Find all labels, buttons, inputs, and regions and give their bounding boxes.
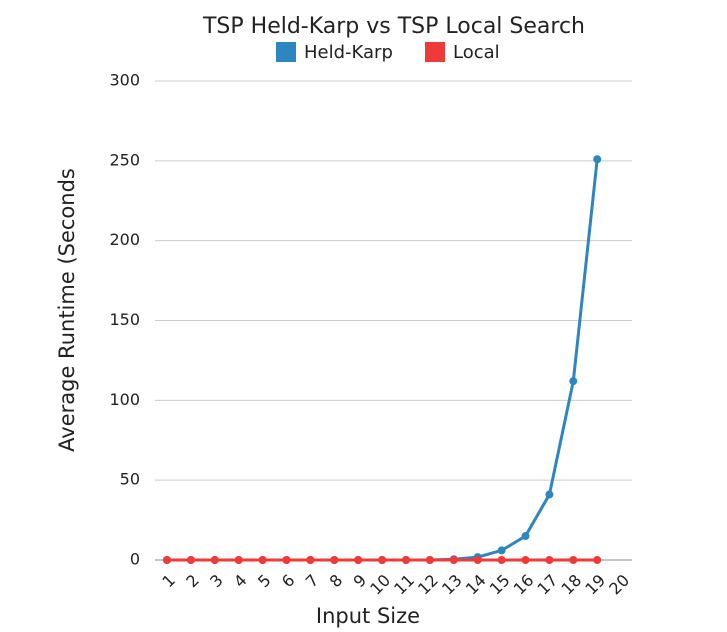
x-tick-label: 9 [350,571,371,592]
x-tick-label: 6 [278,571,299,592]
x-tick-label: 20 [605,571,633,599]
y-tick-label: 150 [109,310,140,329]
data-point [306,556,315,564]
data-point [163,556,171,564]
y-tick-label: 200 [109,230,140,249]
legend-swatch [425,42,445,62]
data-point [569,377,578,386]
x-tick-label: 3 [206,571,227,592]
data-point [569,556,578,564]
data-point [545,490,554,499]
data-point [258,556,267,564]
data-point [497,546,506,555]
data-point [425,556,434,564]
data-point [473,556,482,564]
x-tick-label: 1 [158,571,179,592]
y-tick-label: 250 [109,150,140,169]
x-tick-label: 2 [182,571,203,592]
x-axis-label: Input Size [316,604,420,628]
data-point [593,556,602,564]
data-point [521,556,530,564]
legend-label: Held-Karp [304,42,393,63]
data-point [593,155,602,164]
data-point [282,556,291,564]
x-tick-label: 4 [230,571,251,592]
y-tick-label: 300 [109,71,140,90]
legend-swatch [276,42,296,62]
data-point [497,556,506,564]
data-point [378,556,387,564]
x-tick-label: 7 [302,571,323,592]
data-point [545,556,554,564]
y-tick-label: 0 [130,550,140,569]
data-point [186,556,195,564]
data-point [402,556,410,564]
x-tick-label: 5 [254,571,275,592]
series-line [167,159,599,562]
data-point [449,556,458,564]
data-point [521,532,530,541]
data-point [210,556,219,564]
y-axis-label: Average Runtime (Seconds [55,168,79,452]
data-point [354,556,363,564]
y-tick-label: 100 [109,390,140,409]
data-point [330,556,339,564]
y-tick-label: 50 [120,470,140,489]
chart-title: TSP Held-Karp vs TSP Local Search [202,14,585,39]
legend-label: Local [453,42,500,63]
data-point [234,556,243,564]
x-tick-label: 8 [326,571,347,592]
